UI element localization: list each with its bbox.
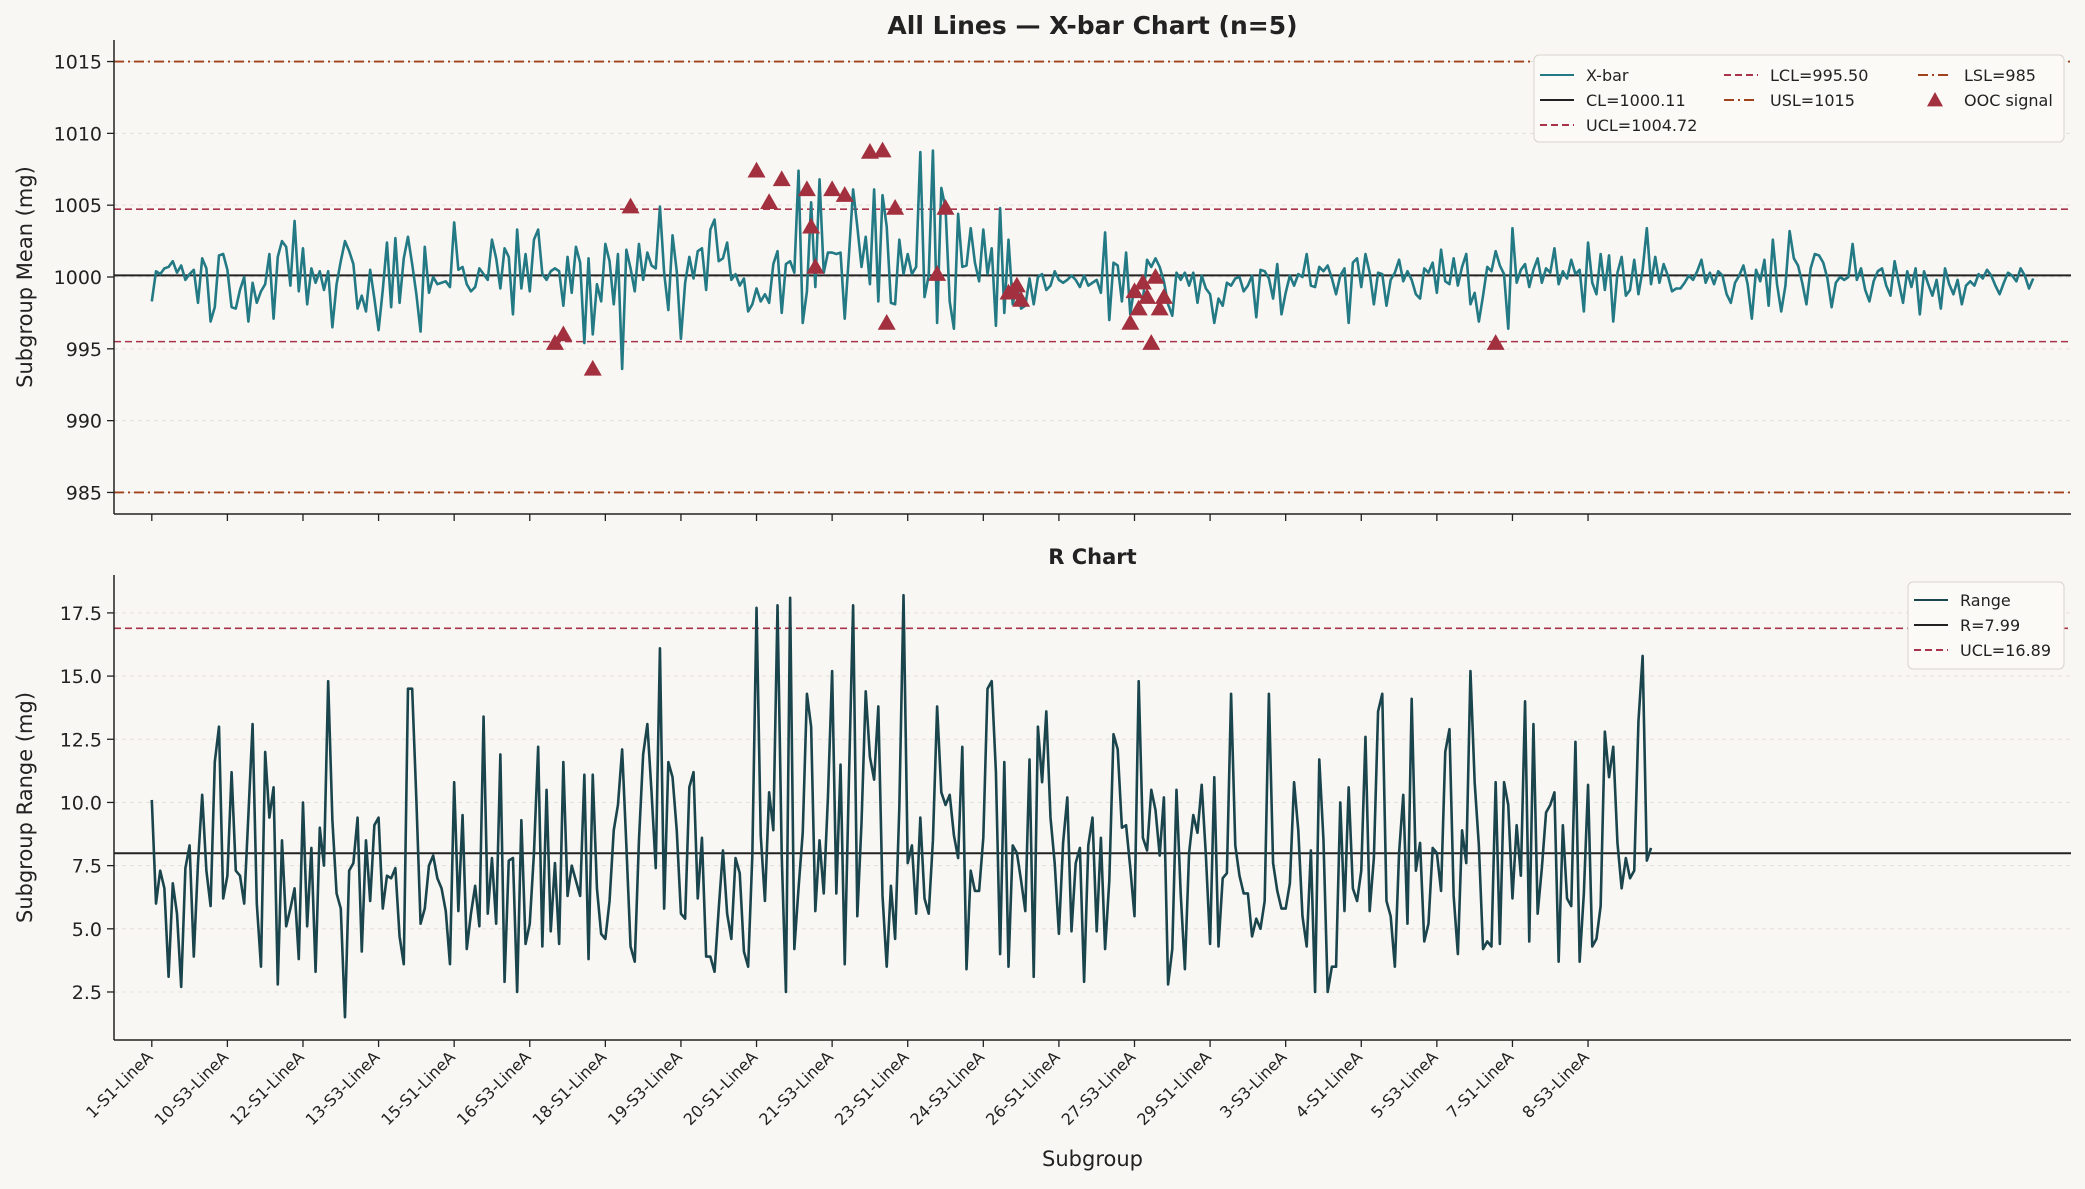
x-tick-label: 1-S1-LineA bbox=[82, 1047, 157, 1122]
ooc-signal-marker bbox=[873, 141, 892, 158]
ooc-signal-marker bbox=[545, 334, 564, 350]
x-tick-label: 8-S3-LineA bbox=[1518, 1047, 1593, 1122]
y-tick-label: 1005 bbox=[54, 195, 102, 217]
x-tick-label: 27-S3-LineA bbox=[1058, 1047, 1140, 1129]
legend-swatch bbox=[1927, 92, 1943, 107]
legend-label: CL=1000.11 bbox=[1586, 91, 1686, 110]
y-tick-label: 990 bbox=[66, 411, 102, 433]
ooc-signal-marker bbox=[583, 359, 602, 376]
y-tick-label: 2.5 bbox=[72, 982, 102, 1004]
ooc-signal-marker bbox=[1154, 288, 1173, 304]
legend-label: UCL=1004.72 bbox=[1586, 116, 1697, 135]
r-chart: R Chart 2.5 5.0 7.5 10.0 12.5 15.0 17.5 1-S1-Lin… bbox=[13, 545, 2071, 1171]
y-tick-label: 1010 bbox=[54, 123, 102, 145]
y-tick-label: 10.0 bbox=[60, 792, 102, 814]
x-tick-label: 24-S3-LineA bbox=[906, 1047, 988, 1129]
y-tick-label: 12.5 bbox=[60, 729, 102, 751]
ooc-signal-marker bbox=[1142, 334, 1161, 350]
legend-label: X-bar bbox=[1586, 66, 1629, 85]
ooc-signal-marker bbox=[806, 257, 825, 274]
ooc-signal-marker bbox=[1133, 273, 1152, 290]
legend-label: R=7.99 bbox=[1960, 616, 2020, 635]
ooc-signal-marker bbox=[797, 180, 816, 197]
ooc-signal-marker bbox=[747, 161, 766, 178]
y-tick-label: 15.0 bbox=[60, 666, 102, 688]
xbar-chart-title: All Lines — X-bar Chart (n=5) bbox=[887, 11, 1297, 40]
ooc-signal-marker bbox=[936, 199, 955, 215]
y-tick-label: 1000 bbox=[54, 267, 102, 289]
ooc-signal-marker bbox=[1007, 276, 1026, 293]
x-tick-label: 13-S3-LineA bbox=[302, 1047, 384, 1129]
ooc-signal-marker bbox=[1129, 299, 1148, 316]
ooc-signal-marker bbox=[760, 193, 779, 210]
range-series-line bbox=[150, 593, 1653, 1019]
r-chart-title: R Chart bbox=[1048, 545, 1136, 569]
y-tick-label: 7.5 bbox=[72, 856, 102, 878]
ooc-signal-marker bbox=[1486, 334, 1505, 350]
x-tick-label: 20-S1-LineA bbox=[680, 1047, 762, 1129]
ooc-signal-marker bbox=[835, 186, 854, 202]
xbar-legend: X-bar CL=1000.11 UCL=1004.72 LCL=995.50 USL=… bbox=[1533, 54, 2065, 143]
x-tick-label: 3-S3-LineA bbox=[1216, 1047, 1291, 1122]
y-axis-label: Subgroup Range (mg) bbox=[13, 692, 37, 923]
x-tick-label: 21-S3-LineA bbox=[755, 1047, 837, 1129]
legend-frame bbox=[1533, 54, 2065, 143]
x-tick-label: 19-S3-LineA bbox=[604, 1047, 686, 1129]
ooc-signal-marker bbox=[823, 180, 842, 197]
x-tick-label: 16-S3-LineA bbox=[453, 1047, 535, 1129]
xbar-chart: All Lines — X-bar Chart (n=5) 985 990 995 10… bbox=[13, 11, 2071, 521]
x-tick-label: 5-S3-LineA bbox=[1367, 1047, 1442, 1122]
x-tick-label: 4-S1-LineA bbox=[1292, 1047, 1367, 1122]
ooc-signal-marker bbox=[1150, 299, 1169, 316]
ooc-signal-marker bbox=[877, 313, 896, 330]
x-tick-label: 18-S1-LineA bbox=[528, 1047, 610, 1129]
x-tick-label: 29-S1-LineA bbox=[1133, 1047, 1215, 1129]
y-tick-label: 1015 bbox=[54, 52, 102, 74]
legend-label: UCL=16.89 bbox=[1960, 641, 2051, 660]
x-tick-label: 23-S1-LineA bbox=[831, 1047, 913, 1129]
ooc-signal-marker bbox=[1146, 268, 1165, 284]
ooc-signal-marker bbox=[1125, 282, 1144, 299]
ooc-signal-marker bbox=[1138, 288, 1157, 304]
ooc-signal-marker bbox=[860, 143, 879, 159]
ooc-signal-marker bbox=[802, 217, 821, 234]
x-tick-label: 7-S1-LineA bbox=[1443, 1047, 1518, 1122]
x-axis-label: Subgroup bbox=[1042, 1147, 1143, 1171]
legend-label: LSL=985 bbox=[1964, 66, 2036, 85]
y-tick-label: 985 bbox=[66, 482, 102, 504]
legend-label: USL=1015 bbox=[1770, 91, 1855, 110]
x-tick-label: 15-S1-LineA bbox=[377, 1047, 459, 1129]
ooc-signal-marker bbox=[772, 170, 791, 187]
y-axis-label: Subgroup Mean (mg) bbox=[13, 166, 37, 388]
ooc-signal-marker bbox=[1012, 290, 1031, 307]
legend-label: OOC signal bbox=[1964, 91, 2053, 110]
x-tick-label: 10-S3-LineA bbox=[151, 1047, 233, 1129]
xbar-series-line bbox=[150, 149, 2035, 371]
legend-label: Range bbox=[1960, 591, 2011, 610]
y-tick-label: 17.5 bbox=[60, 603, 102, 625]
ooc-signal-marker bbox=[928, 265, 947, 281]
ooc-signal-marker bbox=[1121, 313, 1140, 330]
legend-label: LCL=995.50 bbox=[1770, 66, 1868, 85]
y-tick-label: 5.0 bbox=[72, 919, 102, 941]
y-tick-label: 995 bbox=[66, 339, 102, 361]
x-tick-label: 12-S1-LineA bbox=[226, 1047, 308, 1129]
x-tick-label: 26-S1-LineA bbox=[982, 1047, 1064, 1129]
range-legend: Range R=7.99 UCL=16.89 bbox=[1907, 581, 2065, 670]
legend-frame bbox=[1907, 581, 2065, 670]
ooc-signal-marker bbox=[886, 199, 905, 215]
ooc-signal-marker bbox=[621, 197, 640, 214]
ooc-signal-marker bbox=[554, 325, 573, 342]
